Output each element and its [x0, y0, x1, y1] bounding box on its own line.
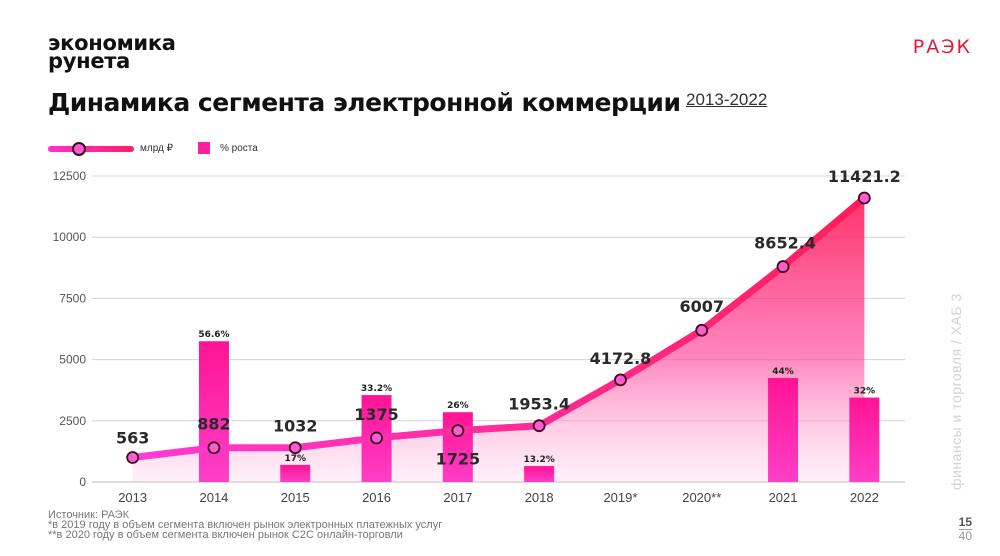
point-2020**	[695, 323, 709, 337]
y-tick-label: 12500	[53, 169, 87, 183]
legend-line-swatch	[48, 146, 134, 152]
y-tick-label: 0	[79, 475, 86, 489]
x-tick-label: 2019*	[603, 490, 637, 505]
legend-bar-label: % роста	[220, 143, 258, 154]
legend-bar-swatch	[198, 142, 210, 154]
y-tick-label: 10000	[53, 230, 87, 244]
bar-label: 26%	[447, 401, 469, 411]
x-tick-label: 2015	[281, 490, 310, 505]
bar-label: 32%	[854, 387, 876, 397]
bar-2022	[849, 397, 880, 482]
x-tick-label: 2013	[118, 490, 147, 505]
x-tick-label: 2016	[362, 490, 391, 505]
raek-logo: РАЭК	[912, 36, 972, 58]
bar-2015	[280, 464, 311, 482]
bar-label: 56.6%	[198, 330, 229, 340]
point-2016	[370, 431, 383, 445]
point-2013	[126, 451, 140, 464]
bar-2014	[198, 341, 229, 482]
point-2021	[776, 260, 790, 273]
bar-2021	[768, 377, 799, 482]
point-2017	[451, 424, 465, 437]
bar-label: 44%	[772, 367, 794, 377]
page-current: 15	[958, 515, 972, 530]
point-2019*	[614, 373, 627, 387]
bar-label: 17%	[284, 454, 306, 464]
brand-line1: экономика	[48, 31, 176, 55]
bar-label: 13.2%	[524, 455, 555, 465]
brand-logo: экономика рунета	[48, 31, 176, 73]
value-label: 6007	[679, 297, 724, 316]
page-number: 15 40	[958, 515, 972, 543]
value-label: 563	[116, 429, 149, 448]
value-label: 1375	[354, 405, 399, 424]
x-tick-label: 2014	[199, 490, 228, 505]
y-tick-label: 5000	[59, 353, 86, 367]
x-tick-label: 2022	[850, 490, 879, 505]
section-side-label: финансы и торговля / ХАБ 3	[948, 293, 964, 490]
value-label: 8652.4	[754, 234, 816, 253]
x-tick-label: 2018	[525, 490, 554, 505]
point-2018	[532, 419, 546, 433]
brand-line2: рунета	[48, 49, 131, 73]
legend-marker-icon	[72, 142, 86, 156]
y-tick-label: 7500	[59, 291, 86, 305]
period-label: 2013-2022	[686, 90, 768, 109]
value-label: 11421.2	[828, 167, 901, 186]
value-label: 1953.4	[508, 395, 570, 414]
y-tick-label: 2500	[59, 414, 86, 428]
bar-2018	[524, 466, 555, 482]
value-label: 882	[197, 415, 230, 434]
value-label: 1032	[273, 417, 318, 436]
source-notes: Источник: РАЭК *в 2019 году в объем сегм…	[48, 509, 443, 541]
point-2022	[857, 191, 871, 205]
point-2015	[288, 441, 302, 455]
x-tick-label: 2020**	[682, 490, 721, 505]
page-title: Динамика сегмента электронной коммерции	[48, 88, 681, 117]
point-2014	[207, 441, 221, 455]
value-label: 1725	[436, 450, 481, 469]
legend-line-label: млрд ₽	[140, 143, 174, 154]
bar-label: 33.2%	[361, 384, 392, 394]
x-tick-label: 2017	[443, 490, 472, 505]
footnote-2019: *в 2019 году в объем сегмента включен ры…	[48, 519, 443, 531]
bar-2017	[442, 412, 473, 482]
series-line	[129, 194, 868, 462]
source-line: Источник: РАЭК	[48, 509, 130, 521]
value-label: 4172.8	[590, 349, 652, 368]
x-tick-label: 2021	[769, 490, 798, 505]
footnote-2020: **в 2020 году в объем сегмента включен р…	[48, 529, 403, 541]
page-total: 40	[958, 529, 972, 543]
area-fill	[132, 198, 865, 483]
